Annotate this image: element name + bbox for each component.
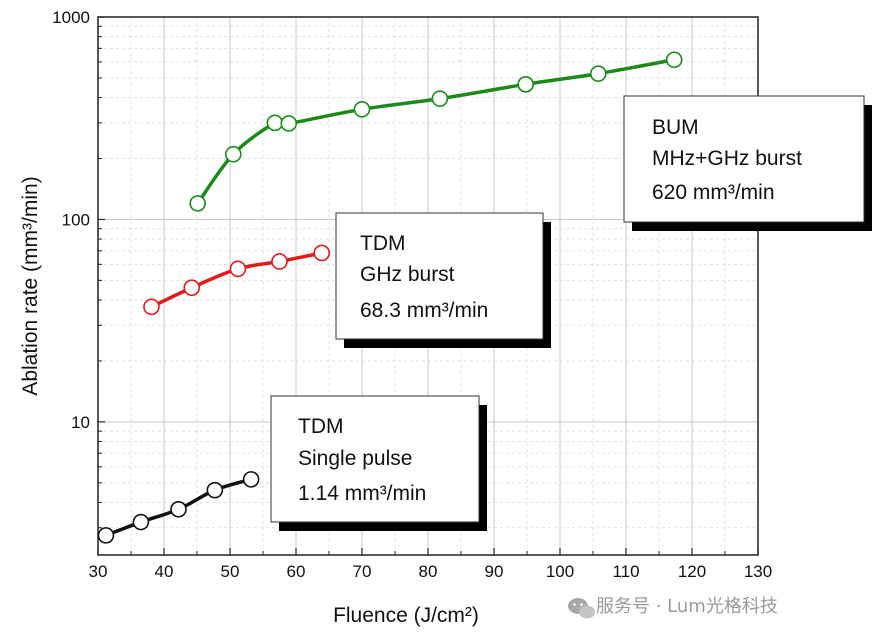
x-tick-label: 110	[612, 562, 639, 581]
watermark: 服务号 · Lum光格科技	[568, 596, 778, 619]
series-0-point	[665, 51, 683, 69]
series-2-point	[170, 500, 187, 518]
x-tick-label: 50	[221, 562, 240, 581]
x-axis-title: Fluence (J/cm²)	[333, 604, 479, 627]
series-0-line	[196, 58, 675, 205]
annotation-line: 68.3 mm³/min	[360, 299, 488, 322]
series-0-point	[431, 90, 449, 107]
series-0-point	[266, 114, 284, 132]
annotation-line: TDM	[298, 415, 344, 438]
annotation-frame	[270, 395, 480, 523]
x-tick-label: 40	[155, 562, 174, 581]
annotations: BUM MHz+GHz burst 620 mm³/min TDM GHz burst 6…	[270, 95, 872, 531]
x-tick-label: 120	[678, 562, 706, 581]
x-tick-label: 80	[419, 562, 438, 581]
annotation-line: 1.14 mm³/min	[298, 482, 426, 505]
series-1-point	[143, 298, 160, 316]
wechat-icon	[568, 598, 595, 619]
annotation-box-1: TDM GHz burst 68.3 mm³/min	[335, 212, 551, 348]
watermark-text: 服务号 · Lum光格科技	[596, 596, 778, 617]
series-0-point	[225, 145, 242, 163]
annotation-box-0: BUM MHz+GHz burst 620 mm³/min	[623, 95, 872, 231]
series-0-point	[280, 115, 298, 132]
series-2-point	[206, 481, 224, 499]
y-tick-label: 10	[71, 413, 90, 432]
annotation-frame	[623, 95, 865, 223]
series-0-point	[353, 100, 371, 118]
x-tick-label: 100	[546, 562, 574, 581]
annotation-frame	[335, 212, 544, 340]
y-axis-title: Ablation rate (mm³/min)	[19, 176, 42, 395]
axis-ticks: 30 40 50 60 70 80 90 100 110 120 130 10 100 1000	[52, 8, 772, 581]
annotation-line: 620 mm³/min	[652, 181, 775, 204]
annotation-box-2: TDM Single pulse 1.14 mm³/min	[270, 395, 487, 531]
x-tick-label: 130	[744, 562, 772, 581]
series-2-point	[242, 471, 260, 488]
annotation-line: MHz+GHz burst	[652, 147, 802, 170]
annotation-line: GHz burst	[360, 263, 455, 286]
series-2-point	[97, 527, 115, 544]
series-1-point	[313, 244, 331, 262]
series-1-point	[271, 253, 288, 270]
series-0-point	[189, 195, 206, 212]
y-tick-label: 1000	[52, 8, 90, 27]
series-2-point	[132, 513, 150, 531]
annotation-line: BUM	[652, 116, 699, 139]
y-tick-label: 100	[62, 210, 90, 229]
x-tick-label: 30	[89, 562, 108, 581]
annotation-line: Single pulse	[298, 447, 412, 470]
annotation-line: TDM	[360, 232, 406, 255]
x-tick-label: 70	[353, 562, 372, 581]
series-0-point	[589, 65, 607, 82]
series-0-point	[517, 76, 534, 93]
series	[97, 51, 683, 544]
series-1-point	[183, 279, 201, 297]
x-tick-label: 60	[287, 562, 306, 581]
series-1-point	[229, 260, 247, 278]
x-tick-label: 90	[485, 562, 504, 581]
